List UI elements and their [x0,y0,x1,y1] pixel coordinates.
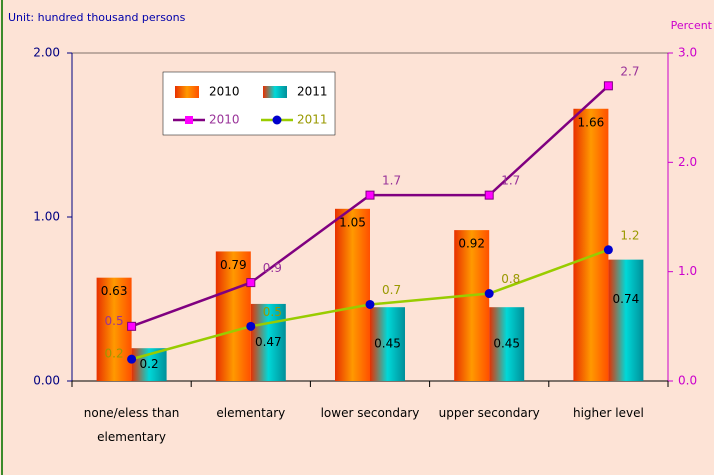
line-value-label: 1.2 [620,228,639,242]
y-tick-label: 1.00 [33,210,60,224]
marker [365,190,375,200]
bar-value-label: 0.47 [255,335,282,349]
y2-tick-label: 0.0 [678,374,697,388]
legend-marker [185,116,193,124]
line-value-label: 0.5 [105,314,124,328]
marker [246,321,256,331]
legend-label: 2010 [209,113,240,127]
y2-axis-label: Percent [671,19,713,32]
x-tick-label: lower secondary [320,406,420,420]
bar-value-label: 0.45 [493,337,520,351]
bar [454,230,490,381]
x-tick-label: none/eless than elementary [83,406,180,444]
line-value-label: 0.9 [263,261,282,275]
bar [573,108,609,381]
bar [608,259,644,381]
legend-swatch [263,86,287,98]
legend-label: 2010 [209,85,240,99]
marker [484,289,494,299]
legend-swatch [175,86,199,98]
x-tick-label: upper secondary [438,406,540,420]
bar-value-label: 0.2 [140,357,159,371]
marker [127,354,137,364]
bar [250,303,286,381]
line-value-label: 1.7 [382,174,401,188]
line-value-label: 0.2 [105,347,124,361]
bar-value-label: 0.45 [374,337,401,351]
x-tick-label: higher level [572,406,644,420]
marker [603,81,613,91]
legend-label: 2011 [297,85,328,99]
bar-value-label: 0.92 [458,237,485,251]
x-tick-label: elementary [216,406,286,420]
legend-marker [272,115,282,125]
line-value-label: 0.7 [382,283,401,297]
y2-tick-label: 3.0 [678,46,697,60]
y-tick-label: 2.00 [33,46,60,60]
bar [96,277,132,381]
y2-tick-label: 1.0 [678,264,697,278]
bar-value-label: 0.74 [613,292,640,306]
legend-box [162,71,336,136]
marker [365,299,375,309]
line-value-label: 0.8 [501,272,520,286]
y-tick-label: 0.00 [33,374,60,388]
y-axis-label: Unit: hundred thousand persons [8,11,186,24]
line-value-label: 1.7 [501,174,520,188]
bar-value-label: 0.79 [220,258,247,272]
marker [484,190,494,200]
bar-value-label: 1.66 [578,115,605,129]
bar [370,307,405,381]
bar [335,208,370,381]
marker [127,321,137,331]
line-value-label: 0.5 [263,305,282,319]
marker [603,245,613,255]
bar [215,251,251,381]
bar [489,307,525,381]
y2-tick-label: 2.0 [678,155,697,169]
legend-label: 2011 [297,113,328,127]
bar-value-label: 1.05 [339,215,366,229]
bar-value-label: 0.63 [101,284,128,298]
marker [246,278,256,288]
line-value-label: 2.7 [620,64,639,78]
